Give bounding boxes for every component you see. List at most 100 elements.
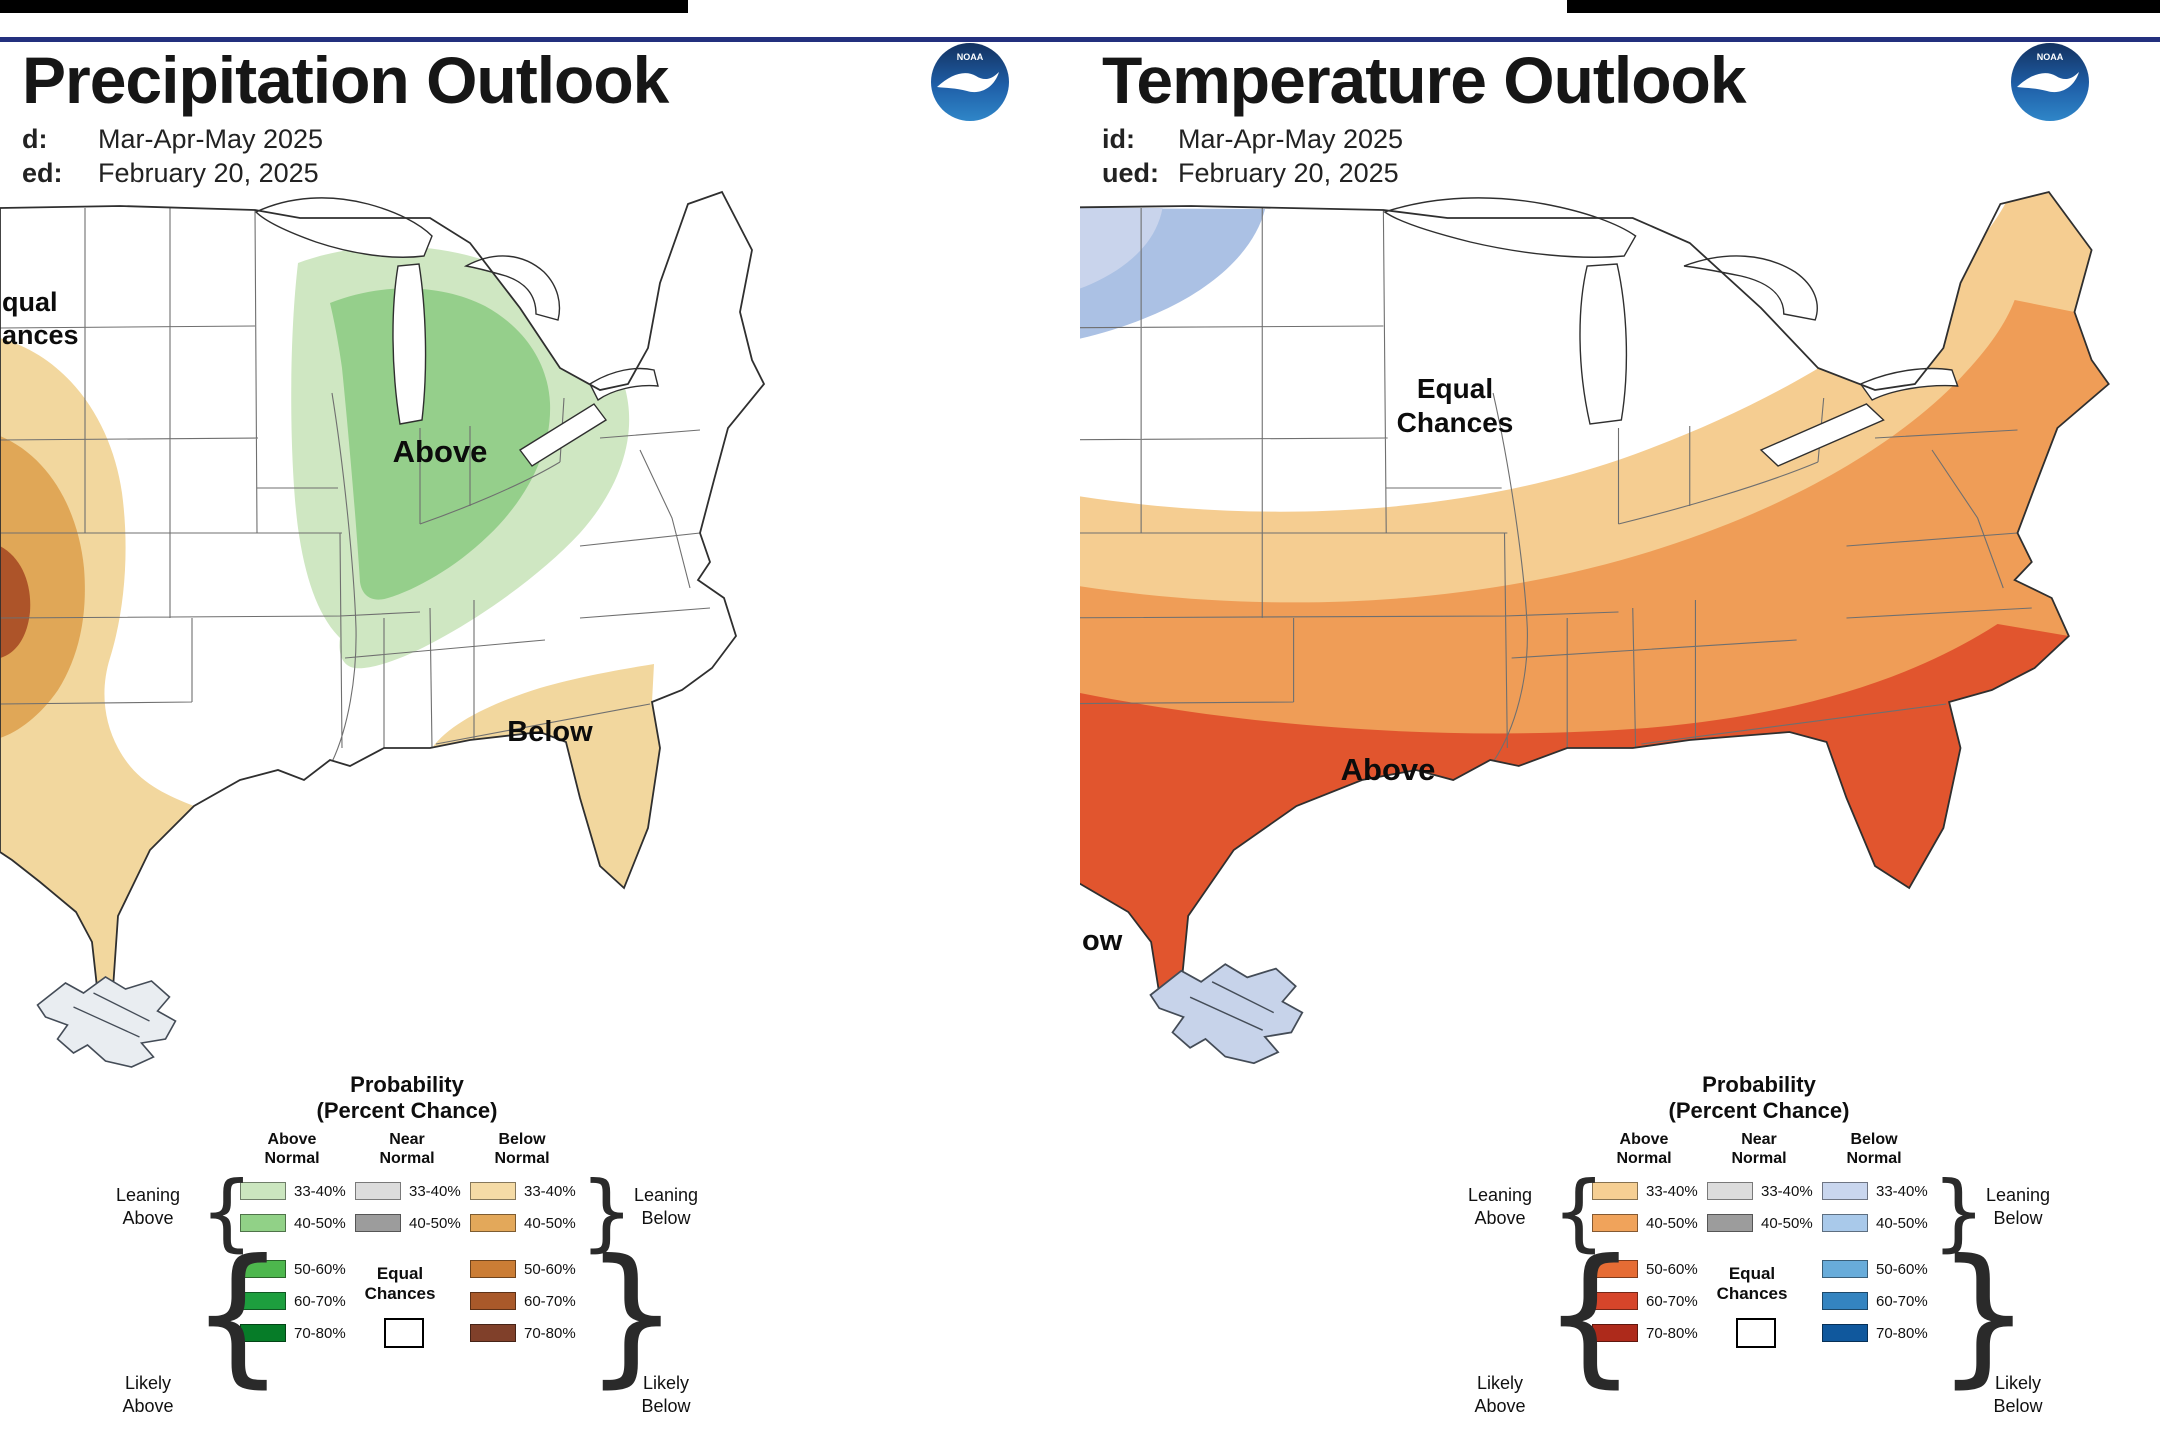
lake-superior xyxy=(256,198,432,257)
issued-label: ued: xyxy=(1102,158,1159,188)
legend-row: 50-60% xyxy=(1592,1260,1714,1280)
label-likely-below: Likely Below xyxy=(641,1373,691,1416)
region-florida-below xyxy=(430,664,660,888)
us-temperature-map xyxy=(1080,188,2160,1018)
legend-row: 33-40% xyxy=(355,1182,477,1202)
region-above-inner xyxy=(330,288,551,600)
label-likely-above: Likely Above xyxy=(122,1373,174,1416)
legend-swatch xyxy=(1822,1324,1868,1342)
legend-row: 33-40% xyxy=(1822,1182,1944,1202)
state-borders xyxy=(1080,207,2032,762)
legend-col-near-normal: Near Normal xyxy=(1731,1131,1787,1167)
issued-row: ed: February 20, 2025 xyxy=(22,158,323,192)
legend-col-above-normal: Above Normal xyxy=(264,1131,320,1167)
legend-swatch xyxy=(1822,1260,1868,1278)
legend-row: 40-50% xyxy=(240,1214,362,1234)
noaa-logo-text: NOAA xyxy=(2037,52,2064,62)
legend-row: 50-60% xyxy=(240,1260,362,1280)
date-block: d: Mar-Apr-May 2025 ed: February 20, 2025 xyxy=(22,124,323,192)
legend-swatch xyxy=(355,1214,401,1232)
date-block: id: Mar-Apr-May 2025 ued: February 20, 202… xyxy=(1102,124,1403,192)
legend-subtitle: (Percent Chance) xyxy=(316,1098,498,1123)
issued-label: ed: xyxy=(22,158,63,188)
legend-row: 60-70% xyxy=(240,1292,362,1312)
alaska-detail-lines xyxy=(1189,981,1275,1031)
precipitation-legend: Probability (Percent Chance) Above Normal… xyxy=(88,1072,728,1440)
legend-equal-chances-box xyxy=(384,1318,424,1348)
alaska-inset xyxy=(36,976,177,1068)
label-leaning-below: Leaning Below xyxy=(1985,1185,2051,1228)
lake-michigan xyxy=(393,264,426,424)
legend-row: 60-70% xyxy=(1822,1292,1944,1312)
label-leaning-above: Leaning Above xyxy=(115,1185,181,1228)
legend-row: 50-60% xyxy=(1822,1260,1944,1280)
us-outline xyxy=(0,192,764,1003)
region-below-mid xyxy=(0,436,85,738)
legend-row: 70-80% xyxy=(240,1324,362,1344)
legend-swatch xyxy=(1592,1214,1638,1232)
map-label-below-cut: ow xyxy=(1082,925,1123,957)
legend-swatch xyxy=(1822,1292,1868,1310)
legend-col-above-normal: Above Normal xyxy=(1616,1131,1672,1167)
temperature-outlook-panel: Temperature Outlook NOAA id: Mar-Apr-May … xyxy=(1080,0,2160,1440)
legend-swatch xyxy=(1822,1182,1868,1200)
valid-row: d: Mar-Apr-May 2025 xyxy=(22,124,323,158)
us-outline xyxy=(1080,192,2109,1003)
top-black-bar xyxy=(0,0,688,13)
legend-col-below-normal: Below Normal xyxy=(494,1131,550,1167)
label-likely-above: Likely Above xyxy=(1474,1373,1526,1416)
region-above-core xyxy=(1080,624,2069,1003)
legend-swatch xyxy=(470,1324,516,1342)
legend-swatch xyxy=(1592,1324,1638,1342)
legend-swatch xyxy=(240,1292,286,1310)
header-rule xyxy=(1080,37,2160,42)
legend-row: 40-50% xyxy=(1592,1214,1714,1234)
lake-erie xyxy=(1761,404,1884,466)
page-title: Temperature Outlook xyxy=(1102,43,1747,117)
map-label-below: Below xyxy=(507,716,593,748)
legend-swatch xyxy=(355,1182,401,1200)
legend-swatch xyxy=(240,1260,286,1278)
legend-swatch xyxy=(470,1214,516,1232)
noaa-seagull-icon xyxy=(2017,72,2079,93)
equal-line-2: Chances xyxy=(1396,407,1514,438)
equal-line-1: Equal xyxy=(1416,373,1494,404)
legend-swatch xyxy=(1592,1292,1638,1310)
issued-row: ued: February 20, 2025 xyxy=(1102,158,1403,192)
legend-swatch xyxy=(240,1182,286,1200)
valid-row: id: Mar-Apr-May 2025 xyxy=(1102,124,1403,158)
temperature-legend: Probability (Percent Chance) Above Normal… xyxy=(1440,1072,2080,1440)
noaa-logo: NOAA xyxy=(931,43,1009,121)
valid-label: d: xyxy=(22,124,48,154)
issued-value: February 20, 2025 xyxy=(98,158,319,188)
great-lakes xyxy=(1385,198,1958,466)
region-above-mid xyxy=(1080,300,2109,1003)
precip-regions xyxy=(0,207,710,1003)
legend-row: 33-40% xyxy=(1592,1182,1714,1202)
legend-row: 60-70% xyxy=(1592,1292,1714,1312)
label-leaning-above: Leaning Above xyxy=(1467,1185,1533,1228)
brace-leaning-above: { xyxy=(200,1163,254,1261)
brace-likely-above: { xyxy=(1542,1228,1638,1402)
lake-huron xyxy=(1684,256,1817,320)
state-borders xyxy=(0,207,710,762)
noaa-logo-text: NOAA xyxy=(957,52,984,62)
legend-row: 70-80% xyxy=(1592,1324,1714,1344)
valid-value: Mar-Apr-May 2025 xyxy=(98,124,324,154)
legend-equal-chances: Equal Chances xyxy=(1716,1264,1788,1303)
legend-row: 70-80% xyxy=(470,1324,592,1344)
legend-row: 50-60% xyxy=(470,1260,592,1280)
noaa-logo: NOAA xyxy=(2011,43,2089,121)
brace-leaning-below: } xyxy=(1932,1163,1986,1261)
legend-swatch xyxy=(1592,1182,1638,1200)
legend-swatch xyxy=(1707,1214,1753,1232)
lake-huron xyxy=(466,256,559,320)
valid-label: id: xyxy=(1102,124,1135,154)
legend-row: 40-50% xyxy=(470,1214,592,1234)
legend-col-near-normal: Near Normal xyxy=(379,1131,435,1167)
legend-row: 33-40% xyxy=(1707,1182,1829,1202)
issued-value: February 20, 2025 xyxy=(1178,158,1399,188)
equal-fragment-1: qual xyxy=(2,287,58,317)
lake-michigan xyxy=(1580,264,1626,424)
legend-swatch xyxy=(240,1214,286,1232)
